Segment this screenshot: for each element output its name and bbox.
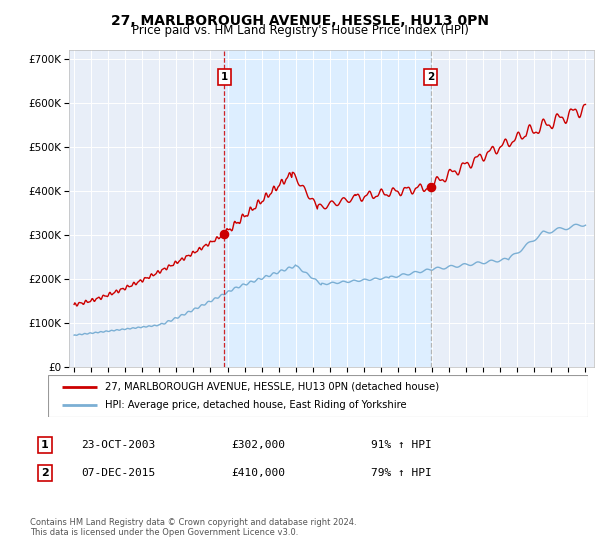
Text: £410,000: £410,000 [231, 468, 285, 478]
Text: Price paid vs. HM Land Registry's House Price Index (HPI): Price paid vs. HM Land Registry's House … [131, 24, 469, 37]
Text: 07-DEC-2015: 07-DEC-2015 [81, 468, 155, 478]
Text: 2: 2 [427, 72, 434, 82]
Text: Contains HM Land Registry data © Crown copyright and database right 2024.
This d: Contains HM Land Registry data © Crown c… [30, 518, 356, 538]
Point [220, 230, 229, 239]
Text: 23-OCT-2003: 23-OCT-2003 [81, 440, 155, 450]
Text: £302,000: £302,000 [231, 440, 285, 450]
Text: HPI: Average price, detached house, East Riding of Yorkshire: HPI: Average price, detached house, East… [104, 400, 406, 410]
Text: 1: 1 [41, 440, 49, 450]
Text: 79% ↑ HPI: 79% ↑ HPI [371, 468, 431, 478]
Text: 27, MARLBOROUGH AVENUE, HESSLE, HU13 0PN (detached house): 27, MARLBOROUGH AVENUE, HESSLE, HU13 0PN… [104, 382, 439, 392]
Bar [224, 50, 431, 367]
Text: 2: 2 [41, 468, 49, 478]
Text: 1: 1 [221, 72, 228, 82]
Text: 91% ↑ HPI: 91% ↑ HPI [371, 440, 431, 450]
Text: 27, MARLBOROUGH AVENUE, HESSLE, HU13 0PN: 27, MARLBOROUGH AVENUE, HESSLE, HU13 0PN [111, 14, 489, 28]
Point [426, 182, 436, 191]
